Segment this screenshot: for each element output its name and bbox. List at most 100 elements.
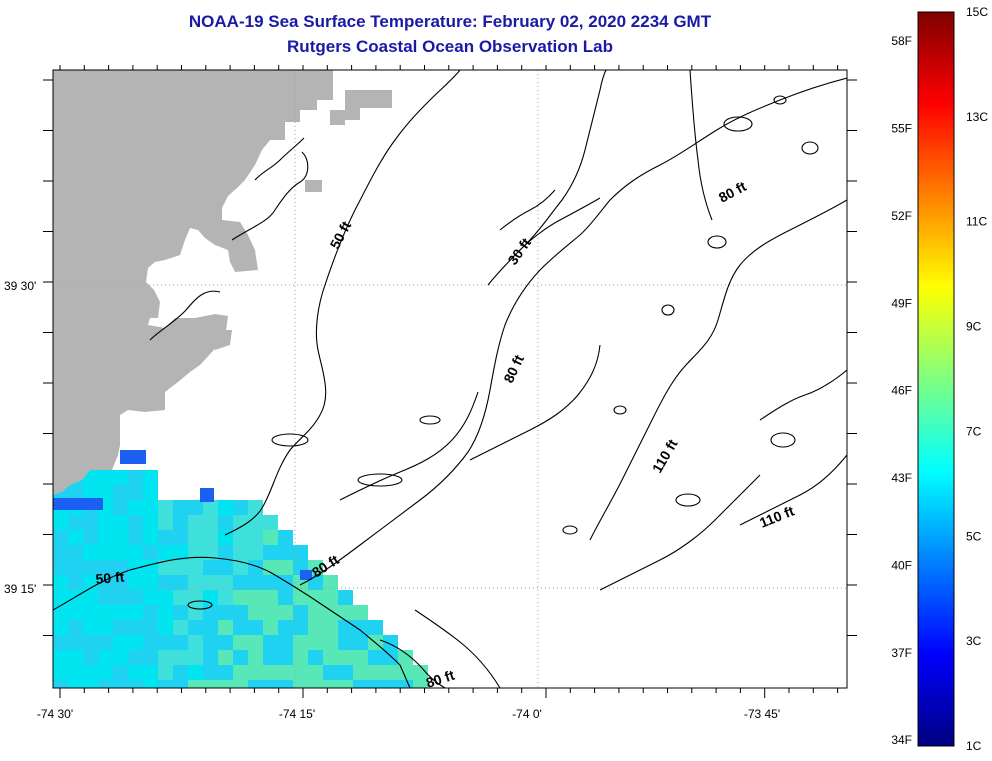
sst-pixel <box>53 590 68 605</box>
sst-pixel <box>263 590 278 605</box>
sst-pixel <box>83 650 98 665</box>
sst-pixel <box>68 545 83 560</box>
sst-pixel <box>263 545 278 560</box>
sst-pixel <box>203 545 218 560</box>
sst-pixel <box>128 470 143 485</box>
sst-pixel <box>308 650 323 665</box>
map-subtitle: Rutgers Coastal Ocean Observation Lab <box>287 37 613 56</box>
sst-pixel <box>83 665 98 680</box>
sst-pixel <box>248 530 263 545</box>
sst-pixel <box>353 650 368 665</box>
sst-pixel <box>323 620 338 635</box>
sst-pixel <box>98 590 113 605</box>
sst-pixel <box>128 545 143 560</box>
sst-pixel <box>188 530 203 545</box>
sst-pixel <box>173 560 188 575</box>
sst-pixel <box>233 515 248 530</box>
sst-pixel <box>203 560 218 575</box>
sst-pixel <box>203 635 218 650</box>
sst-pixel <box>278 545 293 560</box>
sst-pixel <box>203 575 218 590</box>
sst-pixel <box>338 590 353 605</box>
sst-pixel <box>113 545 128 560</box>
sst-pixel <box>248 635 263 650</box>
sst-pixel <box>98 485 113 500</box>
sst-pixel <box>113 635 128 650</box>
sst-pixel <box>53 650 68 665</box>
sst-pixel <box>158 545 173 560</box>
land-mass <box>53 70 392 495</box>
sst-pixel <box>113 515 128 530</box>
sst-pixel <box>218 665 233 680</box>
sst-pixel <box>173 590 188 605</box>
sst-pixel <box>83 515 98 530</box>
sst-pixel <box>158 605 173 620</box>
sst-pixel <box>308 665 323 680</box>
sst-pixel <box>98 545 113 560</box>
sst-pixel <box>98 470 113 485</box>
sst-pixel <box>83 680 98 688</box>
sst-pixel <box>248 590 263 605</box>
sst-pixel <box>113 560 128 575</box>
sst-pixel <box>218 590 233 605</box>
sst-pixel <box>293 545 308 560</box>
sst-pixel <box>188 680 203 688</box>
sst-pixel <box>293 680 308 688</box>
sst-pixel <box>188 545 203 560</box>
sst-pixel <box>383 650 398 665</box>
sst-pixel <box>173 545 188 560</box>
sst-pixel <box>383 665 398 680</box>
sst-pixel <box>248 545 263 560</box>
sst-pixel <box>293 620 308 635</box>
sst-pixel <box>263 680 278 688</box>
sst-pixel <box>158 665 173 680</box>
lon-tick-label: -73 45' <box>744 707 780 721</box>
sst-pixel <box>368 680 383 688</box>
contour-label: 50 ft <box>95 569 125 587</box>
colorbar: 58F 55F 52F 49F 46F 43F 40F 37F 34F 15C 13C 11C 9C 7… <box>891 5 988 753</box>
sst-pixel <box>143 485 158 500</box>
sst-pixel <box>173 530 188 545</box>
sst-pixel <box>293 590 308 605</box>
sst-pixel <box>233 560 248 575</box>
sst-pixel <box>293 635 308 650</box>
sst-pixel <box>218 515 233 530</box>
sst-pixel <box>128 605 143 620</box>
colorbar-c-label: 3C <box>966 634 982 648</box>
sst-pixel <box>233 635 248 650</box>
sst-pixel <box>248 665 263 680</box>
sst-pixel <box>323 650 338 665</box>
sst-pixel <box>263 635 278 650</box>
sst-pixel <box>173 665 188 680</box>
sst-pixel <box>128 620 143 635</box>
sst-pixel <box>233 620 248 635</box>
sst-pixel <box>53 545 68 560</box>
sst-pixel <box>68 620 83 635</box>
sst-pixel <box>293 665 308 680</box>
sst-pixel <box>98 650 113 665</box>
colorbar-c-label: 7C <box>966 424 982 438</box>
sst-pixel <box>113 605 128 620</box>
sst-pixel <box>353 620 368 635</box>
sst-pixel <box>200 488 214 502</box>
sst-pixel <box>173 515 188 530</box>
sst-pixel <box>98 665 113 680</box>
sst-pixel <box>353 635 368 650</box>
sst-pixel <box>233 650 248 665</box>
sst-pixel <box>398 650 413 665</box>
sst-pixel <box>120 450 146 464</box>
sst-pixel <box>173 635 188 650</box>
sst-pixel <box>68 560 83 575</box>
sst-pixel <box>53 515 68 530</box>
sst-pixel <box>308 680 323 688</box>
contour-label: 80 ft <box>424 667 457 691</box>
sst-pixel <box>233 530 248 545</box>
sst-pixel <box>83 485 98 500</box>
sst-pixel <box>188 560 203 575</box>
lon-tick-label: -74 30' <box>37 707 73 721</box>
sst-pixel <box>53 665 68 680</box>
sst-pixel <box>413 680 428 688</box>
sst-pixel <box>83 560 98 575</box>
colorbar-f-label: 37F <box>891 646 912 660</box>
colorbar-c-label: 9C <box>966 320 982 334</box>
